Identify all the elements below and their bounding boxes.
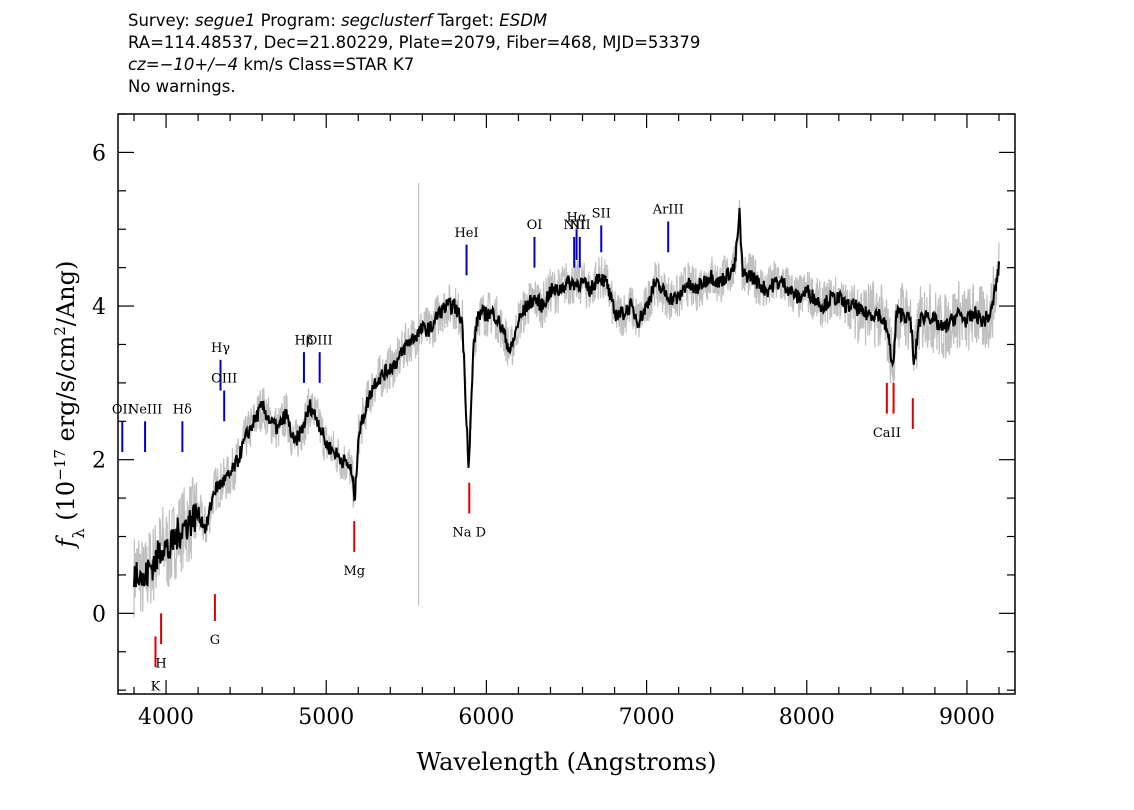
absorption-line-label: Na D: [452, 526, 486, 541]
target-label: Target:: [437, 11, 495, 30]
y-tick-label: 2: [92, 449, 106, 474]
emission-line-label: OI: [527, 218, 543, 233]
plot-axes: 4000 5000 6000 7000 8000 9000 0 2 4 6: [92, 113, 1016, 730]
x-tick-label: 8000: [779, 705, 835, 730]
absorption-line-label: K: [151, 679, 161, 694]
emission-line-label: SII: [592, 207, 611, 222]
header-line-3: cz=−10+/−4 km/s Class=STAR K7: [128, 54, 700, 76]
program-label: Program:: [260, 11, 336, 30]
emission-line-label: Hα: [567, 210, 587, 225]
raw-spectrum: [133, 183, 1000, 618]
emission-line-label: OIII: [211, 372, 237, 387]
absorption-line-label: Mg: [343, 564, 365, 579]
x-tick-label: 6000: [458, 705, 514, 730]
emission-line-label: ArIII: [652, 203, 684, 218]
survey-label: Survey:: [128, 11, 190, 30]
y-tick-label: 6: [92, 141, 106, 166]
emission-line-label: HeI: [454, 226, 478, 241]
emission-line-label: NII: [569, 218, 591, 233]
header-line-1: Survey: segue1 Program: segclusterf Targ…: [128, 10, 700, 32]
class-text: km/s Class=STAR K7: [243, 55, 415, 74]
emission-line-label: NII: [563, 218, 585, 233]
y-tick-label: 0: [92, 602, 106, 627]
y-axis-title: fλ (10−17 erg/s/cm2/Ang): [51, 261, 88, 550]
emission-line-label: Hδ: [173, 402, 192, 417]
smoothed-spectrum: [133, 207, 1000, 588]
absorption-line-label: H: [155, 656, 166, 671]
spectrum-header: Survey: segue1 Program: segclusterf Targ…: [128, 10, 700, 98]
absorption-line-label: CaII: [873, 426, 901, 441]
cz-value: −10+/−4: [159, 55, 239, 74]
emission-line-label: Hβ: [295, 333, 314, 348]
cz-label: cz=: [128, 55, 160, 74]
x-tick-label: 5000: [298, 705, 354, 730]
target-value: ESDM: [499, 11, 548, 30]
emission-line-label: NeIII: [128, 402, 162, 417]
smoothed-spectrum-line: [133, 207, 1000, 588]
x-axis-title: Wavelength (Angstroms): [417, 748, 717, 776]
plot-frame: [117, 113, 1016, 695]
x-tick-label: 9000: [939, 705, 995, 730]
x-tick-label: 7000: [619, 705, 675, 730]
absorption-line-label: G: [210, 633, 220, 648]
x-tick-label: 4000: [138, 705, 194, 730]
emission-line-label: OII: [112, 402, 133, 417]
header-line-4: No warnings.: [128, 77, 236, 96]
y-tick-label: 4: [92, 295, 106, 320]
survey-value: segue1: [195, 11, 256, 30]
program-value: segclusterf: [341, 11, 433, 30]
header-line-2: RA=114.48537, Dec=21.80229, Plate=2079, …: [128, 33, 701, 52]
emission-line-label: Hγ: [211, 341, 230, 356]
emission-line-label: OIII: [307, 333, 333, 348]
